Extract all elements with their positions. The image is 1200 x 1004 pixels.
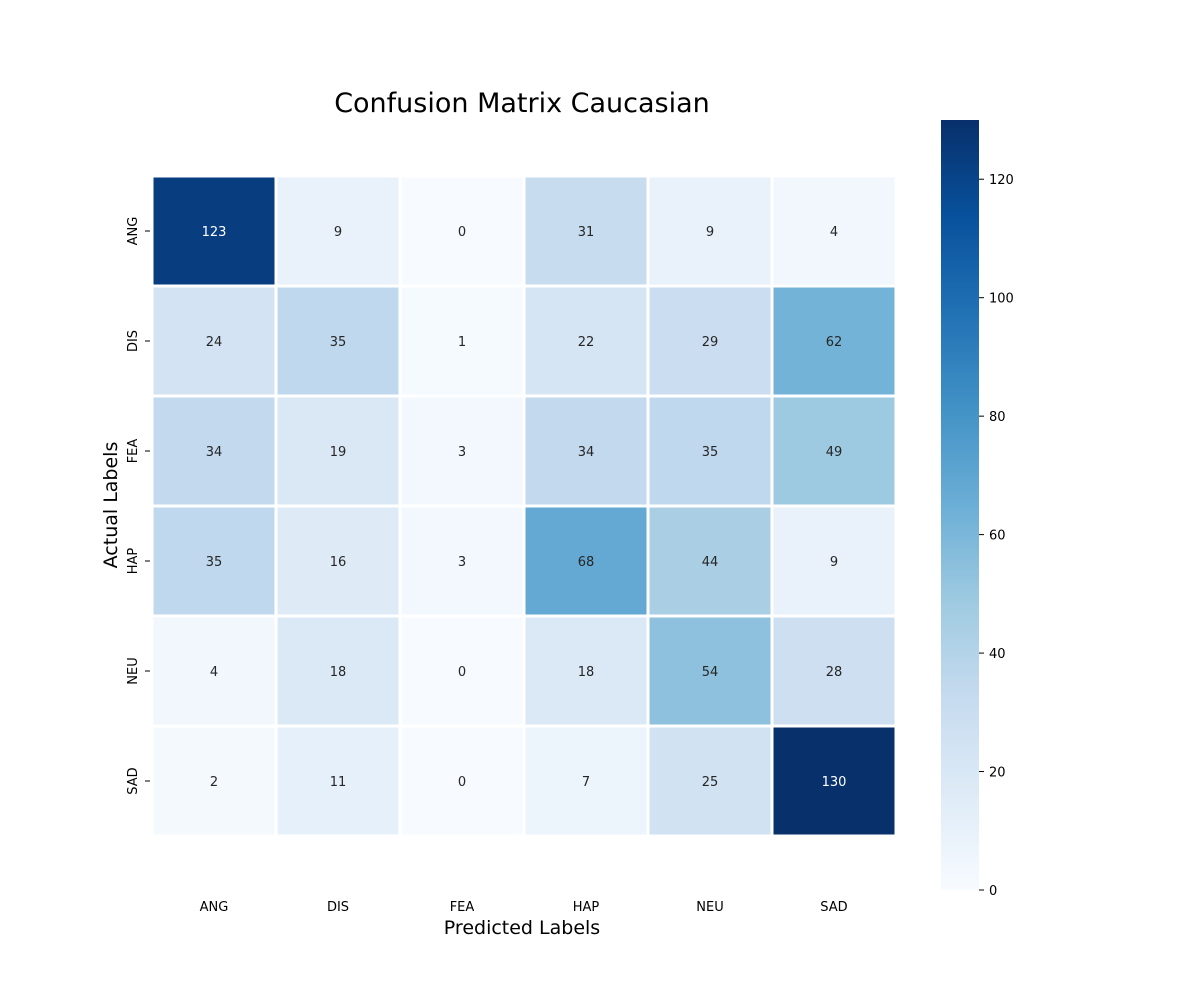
cell-value-label: 31 xyxy=(578,225,595,240)
y-tick-label: NEU xyxy=(126,657,141,684)
cell-value-label: 9 xyxy=(334,225,342,240)
y-tick-label: DIS xyxy=(126,330,141,352)
y-axis-label: Actual Labels xyxy=(100,442,122,569)
cell-value-label: 25 xyxy=(702,775,719,790)
cell-value-label: 34 xyxy=(206,445,223,460)
cell-value-label: 18 xyxy=(578,665,595,680)
heatmap-cell xyxy=(770,724,898,838)
heatmap-cell xyxy=(522,284,650,398)
cell-value-label: 29 xyxy=(702,335,719,350)
cell-value-label: 123 xyxy=(202,225,227,240)
heatmap-cell xyxy=(274,284,402,398)
heatmap-cell xyxy=(770,284,898,398)
cell-value-label: 9 xyxy=(830,555,838,570)
cell-value-label: 4 xyxy=(830,225,838,240)
colorbar-tick-label: 60 xyxy=(989,529,1006,544)
x-tick-label: HAP xyxy=(573,900,600,915)
heatmap-cell xyxy=(150,504,278,618)
heatmap-cell xyxy=(398,614,526,728)
cell-value-label: 34 xyxy=(578,445,595,460)
heatmap-cell xyxy=(646,504,774,618)
cell-value-label: 2 xyxy=(210,775,218,790)
colorbar xyxy=(941,120,979,890)
x-tick-label: DIS xyxy=(327,900,349,915)
heatmap-cell xyxy=(274,394,402,508)
x-axis-label: Predicted Labels xyxy=(444,917,600,939)
cell-value-label: 7 xyxy=(582,775,590,790)
cell-value-label: 0 xyxy=(458,665,466,680)
colorbar-tick-label: 100 xyxy=(989,292,1014,307)
heatmap-cell xyxy=(770,174,898,288)
cell-value-label: 49 xyxy=(826,445,843,460)
cell-value-label: 54 xyxy=(702,665,719,680)
heatmap-cell xyxy=(770,614,898,728)
heatmap-cell xyxy=(398,504,526,618)
cell-value-label: 3 xyxy=(458,555,466,570)
cell-value-label: 0 xyxy=(458,775,466,790)
cell-value-label: 130 xyxy=(822,775,847,790)
cell-value-label: 9 xyxy=(706,225,714,240)
cell-value-label: 24 xyxy=(206,335,223,350)
heatmap-cell xyxy=(522,724,650,838)
colorbar-tick-label: 80 xyxy=(989,410,1006,425)
x-tick-label: SAD xyxy=(820,900,847,915)
colorbar-tick-label: 40 xyxy=(989,647,1006,662)
cell-value-label: 11 xyxy=(330,775,347,790)
heatmap-cell xyxy=(522,504,650,618)
heatmap-cell xyxy=(522,614,650,728)
cell-value-label: 4 xyxy=(210,665,218,680)
heatmap-cell xyxy=(646,614,774,728)
heatmap-cell xyxy=(646,724,774,838)
heatmap-cell xyxy=(274,174,402,288)
cell-value-label: 22 xyxy=(578,335,595,350)
heatmap-cell xyxy=(646,394,774,508)
cell-value-label: 19 xyxy=(330,445,347,460)
heatmap-cell xyxy=(150,724,278,838)
colorbar-tick-label: 0 xyxy=(989,884,997,899)
y-tick-labels: ANG DIS FEA HAP NEU SAD xyxy=(126,217,150,795)
cell-value-label: 0 xyxy=(458,225,466,240)
colorbar-tick-label: 120 xyxy=(989,173,1014,188)
heatmap-cell xyxy=(274,504,402,618)
cell-value-label: 3 xyxy=(458,445,466,460)
x-tick-label: NEU xyxy=(696,900,723,915)
heatmap-cell xyxy=(770,504,898,618)
y-tick-label: FEA xyxy=(126,439,141,464)
cell-value-label: 62 xyxy=(826,335,843,350)
colorbar-ticks: 0 20 40 60 80 100 120 xyxy=(979,173,1014,899)
cell-value-label: 68 xyxy=(578,555,595,570)
y-tick-label: SAD xyxy=(126,767,141,794)
cell-value-label: 1 xyxy=(458,335,466,350)
cell-value-label: 16 xyxy=(330,555,347,570)
x-tick-labels: ANG DIS FEA HAP NEU SAD xyxy=(200,900,848,915)
x-tick-label: ANG xyxy=(200,900,229,915)
colorbar-tick-label: 20 xyxy=(989,766,1006,781)
heatmap-cell xyxy=(150,174,278,288)
y-tick-label: HAP xyxy=(126,548,141,575)
heatmap-cell xyxy=(770,394,898,508)
cell-value-label: 35 xyxy=(206,555,223,570)
y-tick-label: ANG xyxy=(126,217,141,246)
cell-value-label: 35 xyxy=(330,335,347,350)
chart-title: Confusion Matrix Caucasian xyxy=(334,88,710,119)
cell-value-label: 44 xyxy=(702,555,719,570)
cell-value-label: 18 xyxy=(330,665,347,680)
x-tick-label: FEA xyxy=(450,900,475,915)
cell-value-label: 28 xyxy=(826,665,843,680)
heatmap-cell xyxy=(522,394,650,508)
cell-value-label: 35 xyxy=(702,445,719,460)
